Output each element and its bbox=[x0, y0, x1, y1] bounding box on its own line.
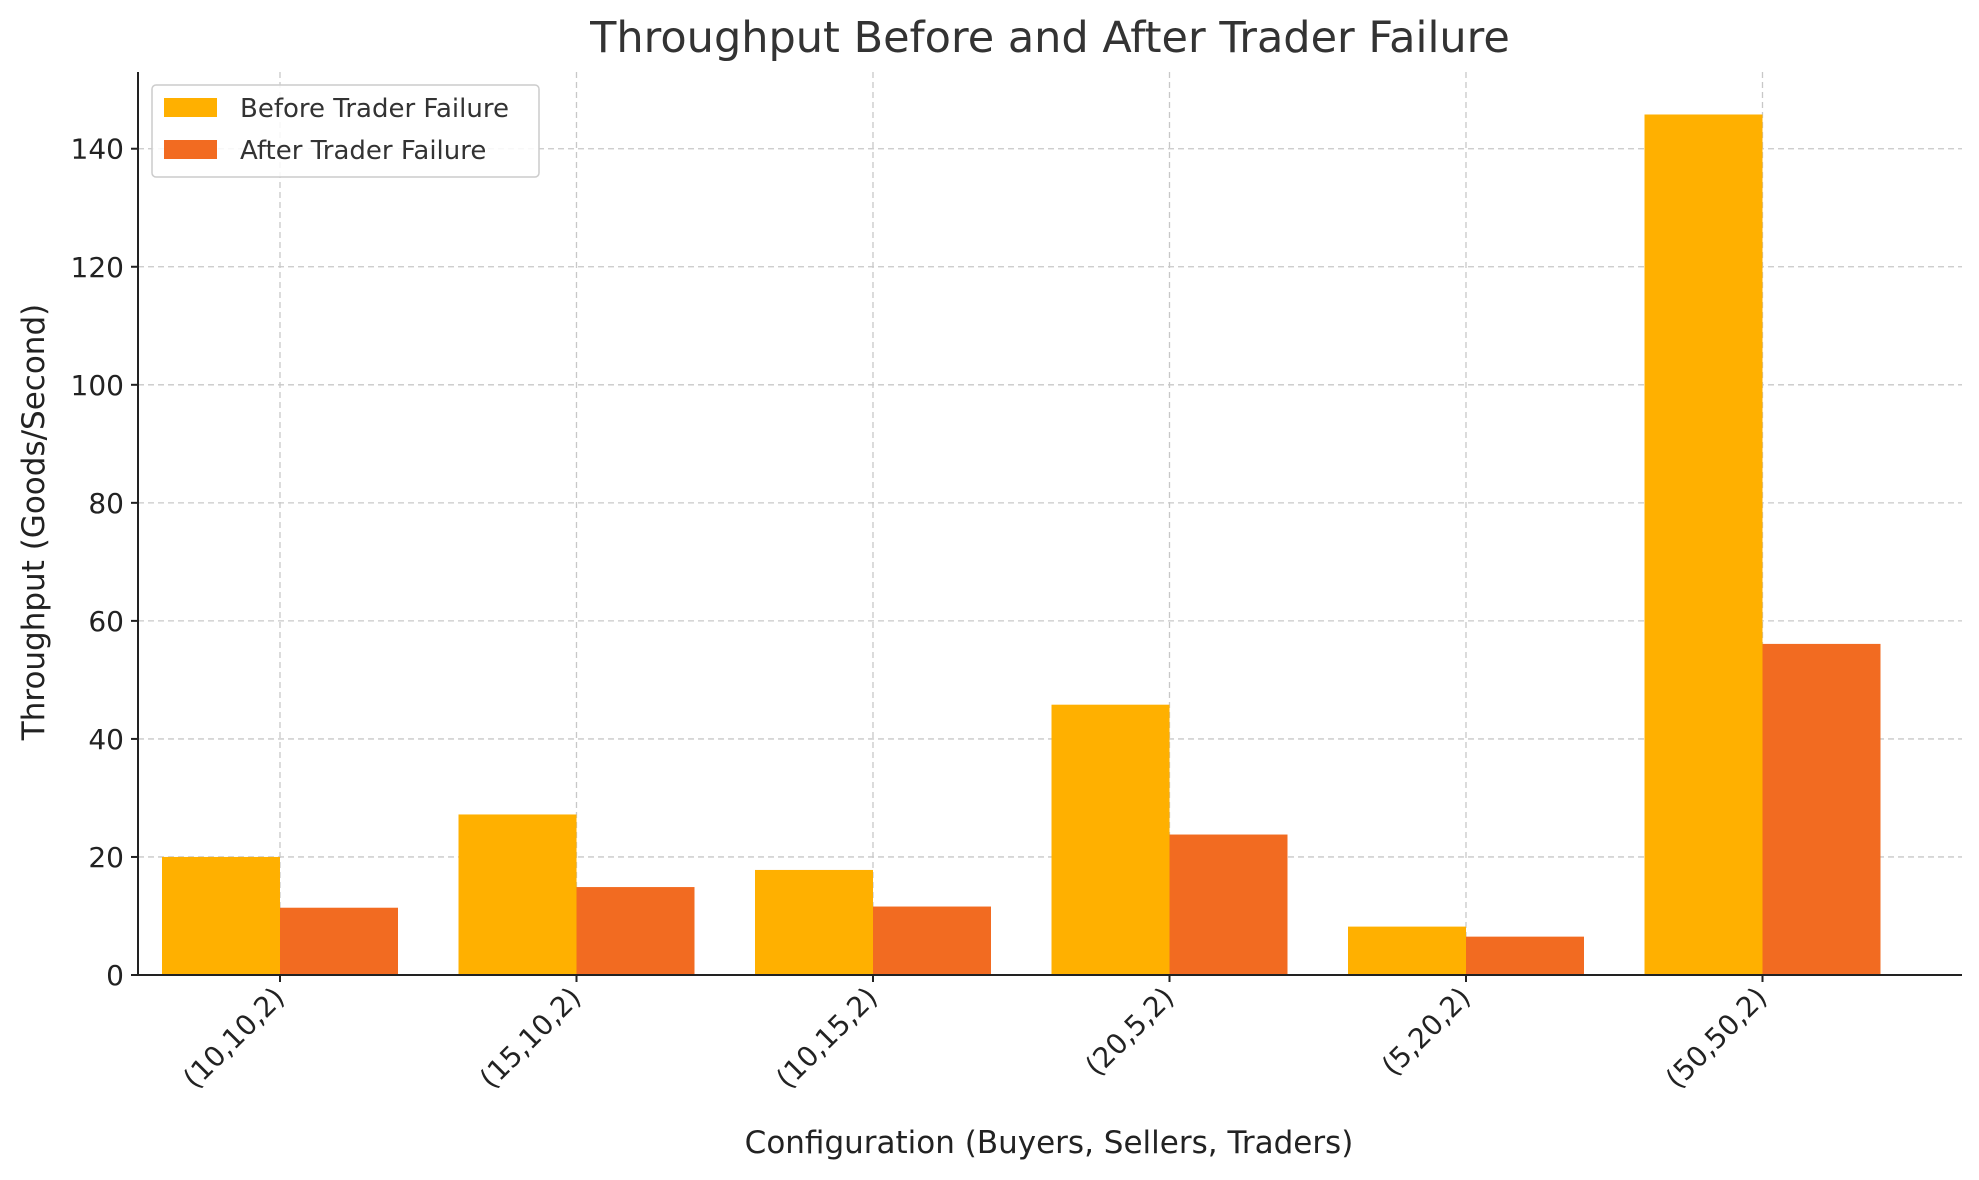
y-tick-label: 20 bbox=[88, 841, 124, 874]
y-axis-label: Throughput (Goods/Second) bbox=[16, 304, 52, 741]
y-tick-label: 60 bbox=[88, 605, 124, 638]
bar-after-failure bbox=[1169, 834, 1288, 975]
bar-after-failure bbox=[1466, 936, 1584, 975]
bar-before-failure bbox=[1644, 114, 1763, 975]
y-tick-label: 120 bbox=[71, 251, 124, 284]
legend-swatch-after bbox=[164, 140, 217, 159]
y-tick-label: 40 bbox=[88, 723, 124, 756]
bar-after-failure bbox=[873, 906, 991, 975]
x-tick-label: (10,15,2) bbox=[770, 981, 884, 1095]
x-tick-label: (50,50,2) bbox=[1659, 981, 1773, 1095]
bar-before-failure bbox=[755, 869, 873, 975]
x-tick-label: (5,20,2) bbox=[1375, 981, 1477, 1083]
y-tick-label: 100 bbox=[71, 369, 124, 402]
legend-label-before: Before Trader Failure bbox=[240, 94, 509, 124]
bar-before-failure bbox=[162, 856, 280, 975]
bar-before-failure bbox=[1051, 704, 1170, 975]
x-tick-label: (15,10,2) bbox=[473, 981, 587, 1095]
axes bbox=[131, 72, 1962, 982]
bar-before-failure bbox=[1348, 926, 1466, 975]
chart-title: Throughput Before and After Trader Failu… bbox=[589, 13, 1510, 63]
legend-label-after: After Trader Failure bbox=[240, 136, 486, 166]
legend: Before Trader Failure After Trader Failu… bbox=[151, 84, 540, 178]
legend-swatch-before bbox=[164, 98, 217, 117]
y-tick-label: 0 bbox=[106, 959, 124, 992]
x-tick-label: (20,5,2) bbox=[1079, 981, 1181, 1083]
legend-frame bbox=[151, 84, 540, 178]
bar-after-failure bbox=[1762, 643, 1881, 975]
y-tick-label: 80 bbox=[88, 487, 124, 520]
x-tick-label: (10,10,2) bbox=[177, 981, 291, 1095]
bar-after-failure bbox=[576, 887, 695, 975]
y-tick-label: 140 bbox=[71, 133, 124, 166]
x-axis-label: Configuration (Buyers, Sellers, Traders) bbox=[745, 1125, 1354, 1161]
bar-after-failure bbox=[280, 907, 398, 975]
bars bbox=[162, 114, 1881, 975]
bar-before-failure bbox=[458, 814, 577, 975]
